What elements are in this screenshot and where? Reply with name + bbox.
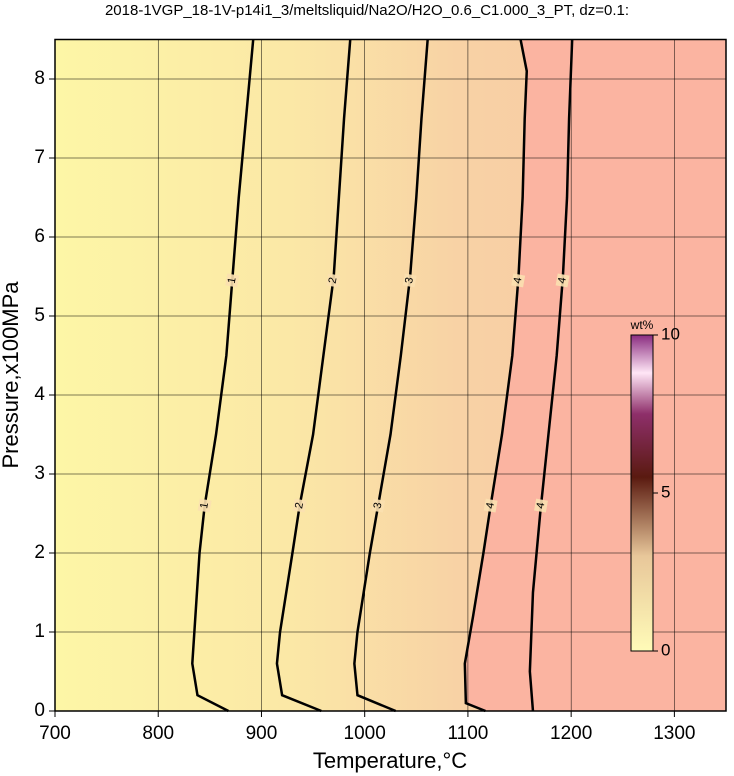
contour-label: 3	[402, 273, 417, 288]
contour-label-bg	[555, 273, 570, 288]
y-tick-label: 1	[34, 621, 45, 642]
contour-label: 4	[555, 273, 570, 288]
contour-label-text: 4	[484, 502, 497, 510]
y-tick-label: 5	[34, 305, 45, 326]
x-tick-label: 1300	[653, 723, 695, 744]
y-tick-label: 7	[34, 147, 45, 168]
colorbar-tick-label: 0	[661, 640, 670, 659]
contour-label-text: 4	[512, 276, 525, 284]
x-tick-label: 700	[39, 723, 71, 744]
x-tick-label: 1000	[344, 723, 386, 744]
y-tick-label: 0	[34, 700, 45, 721]
colorbar-tick-label: 5	[661, 482, 670, 501]
x-axis-label: Temperature,°C	[313, 748, 467, 773]
contour-label: 1	[225, 273, 240, 288]
x-tick-label: 1100	[447, 723, 488, 744]
y-tick-label: 8	[34, 68, 45, 89]
y-tick-label: 4	[34, 384, 45, 405]
x-tick-label: 800	[142, 723, 174, 744]
contour-label-bg	[483, 498, 498, 513]
contour-label: 4	[534, 498, 548, 513]
contour-label-bg	[534, 498, 548, 513]
x-tick-label: 1200	[550, 723, 592, 744]
contour-label-text: 1	[226, 276, 239, 284]
chart-title: 2018-1VGP_18-1V-p14i1_3/meltsliquid/Na2O…	[105, 2, 629, 19]
contour-label: 2	[292, 498, 307, 513]
contour-label-text: 2	[293, 502, 306, 510]
contour-label-bg	[292, 498, 307, 513]
contour-label-bg	[371, 498, 386, 513]
contour-label-bg	[326, 273, 341, 288]
contour-label-bg	[197, 498, 212, 513]
contour-label-text: 2	[327, 276, 340, 284]
contour-label: 3	[371, 498, 386, 513]
contour-line	[275, 39, 352, 713]
contour-label-bg	[225, 273, 240, 288]
contour-label: 4	[483, 498, 498, 513]
contour-line	[463, 39, 529, 713]
y-tick-label: 6	[34, 226, 45, 247]
colorbar-label: wt%	[630, 318, 654, 332]
contour-label-text: 4	[534, 502, 547, 510]
contour-label: 2	[326, 273, 341, 288]
contour-line	[528, 39, 574, 712]
x-tick-label: 900	[246, 723, 278, 744]
colorbar-tick-label: 10	[661, 324, 680, 343]
high-region	[464, 39, 726, 711]
contour-line	[353, 39, 429, 713]
contour-label-text: 3	[403, 276, 416, 284]
contour-label-text: 3	[372, 502, 385, 510]
y-axis-label: Pressure,x100MPa	[0, 281, 23, 469]
contour-label-bg	[511, 273, 526, 288]
contour-line	[191, 39, 255, 713]
plot-frame	[54, 38, 727, 712]
contour-label: 4	[511, 273, 526, 288]
y-tick-label: 2	[34, 542, 45, 563]
contour-label-text: 1	[198, 502, 211, 510]
y-tick-label: 3	[34, 463, 45, 484]
contour-label: 1	[197, 498, 212, 513]
contour-label-text: 4	[556, 276, 569, 284]
contour-label-bg	[402, 273, 417, 288]
colorbar	[630, 334, 654, 652]
